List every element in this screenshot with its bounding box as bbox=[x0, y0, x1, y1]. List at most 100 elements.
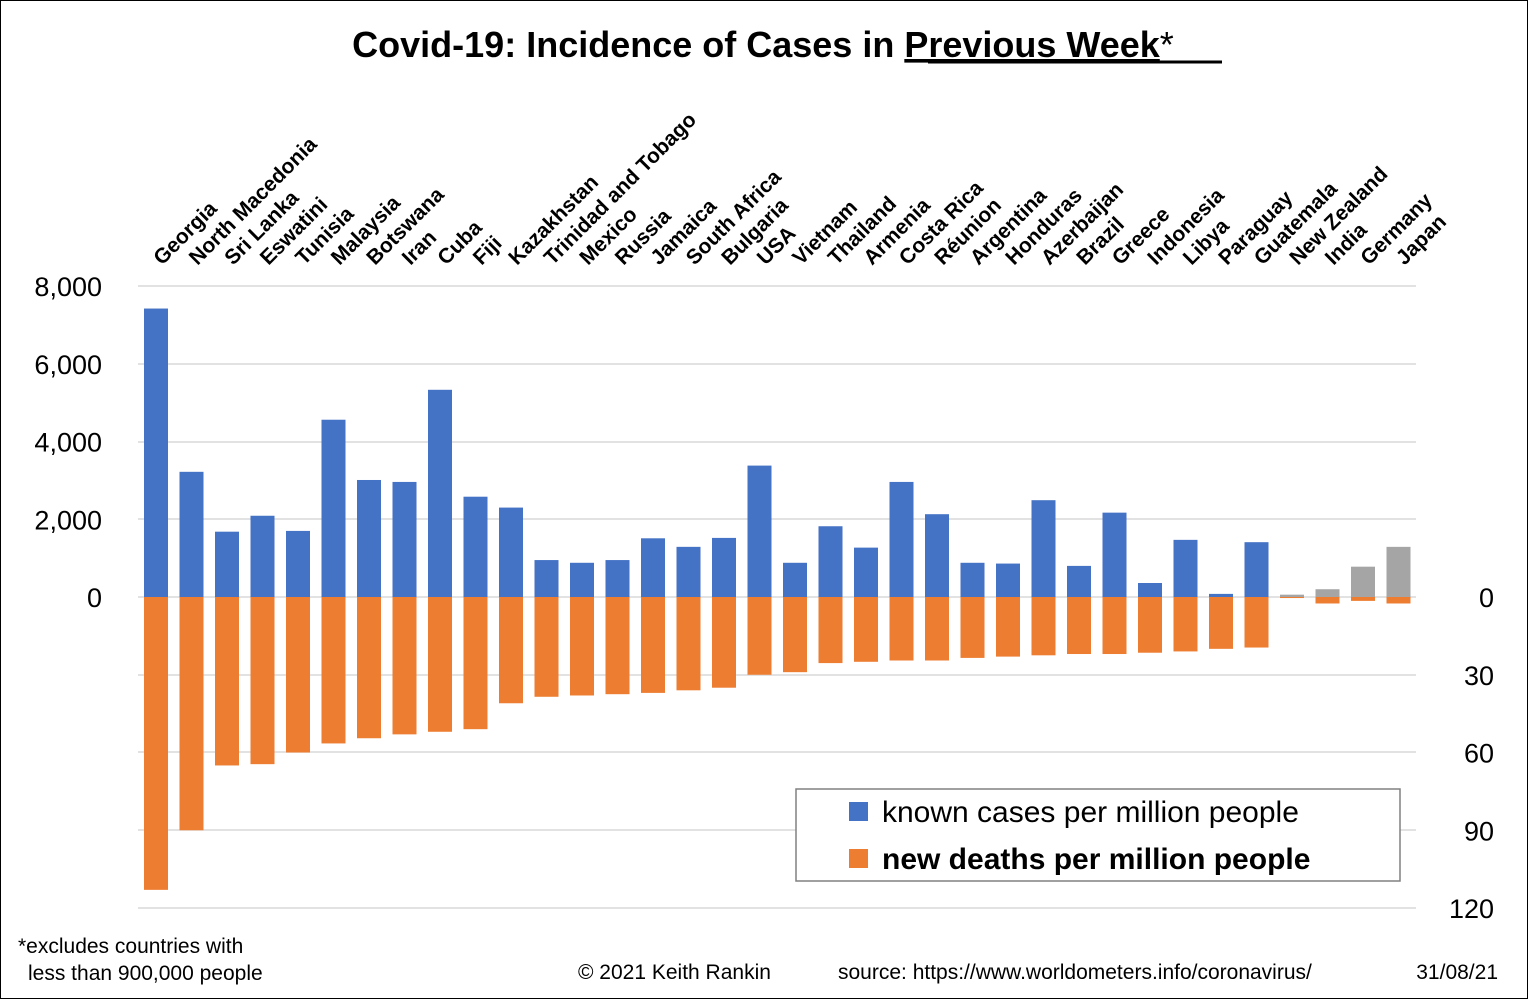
right-axis-ticks: 0 30 60 90 120 bbox=[1449, 583, 1494, 924]
cases-bar bbox=[605, 560, 630, 597]
copyright-text: © 2021 Keith Rankin bbox=[578, 961, 771, 984]
cases-bar bbox=[641, 538, 665, 597]
legend-swatch-cases bbox=[849, 802, 868, 821]
cases-bar bbox=[854, 547, 878, 597]
cases-bar bbox=[321, 419, 346, 597]
cases-bar bbox=[1386, 546, 1411, 597]
deaths-bar bbox=[854, 597, 878, 662]
cases-bar bbox=[1138, 583, 1162, 597]
cases-bar bbox=[960, 562, 985, 597]
cases-bar bbox=[996, 563, 1020, 597]
cases-bar bbox=[747, 465, 772, 597]
deaths-bar bbox=[179, 597, 204, 831]
cases-bar bbox=[889, 481, 914, 597]
cases-bar bbox=[1315, 589, 1340, 597]
deaths-bar bbox=[1102, 597, 1127, 655]
deaths-bar bbox=[605, 597, 630, 695]
deaths-bar bbox=[747, 597, 772, 675]
deaths-bar bbox=[1351, 597, 1375, 601]
cases-bar bbox=[783, 562, 807, 597]
cases-bar bbox=[1280, 594, 1304, 597]
cases-bar bbox=[1173, 539, 1198, 597]
cases-bar bbox=[357, 479, 381, 597]
deaths-bar bbox=[286, 597, 310, 753]
legend-box bbox=[795, 788, 1401, 882]
cases-bar bbox=[925, 514, 949, 597]
cases-bar bbox=[428, 389, 452, 597]
deaths-bar bbox=[144, 597, 168, 890]
deaths-bar bbox=[641, 597, 665, 693]
cases-bar bbox=[499, 507, 523, 597]
cases-bar bbox=[1031, 500, 1056, 597]
right-tick-label: 30 bbox=[1464, 661, 1494, 691]
deaths-bar bbox=[463, 597, 488, 730]
date-text: 31/08/21 bbox=[1416, 961, 1498, 984]
left-tick-label: 2,000 bbox=[34, 505, 102, 535]
deaths-bars bbox=[144, 597, 1411, 890]
deaths-bar bbox=[1138, 597, 1162, 653]
deaths-bar bbox=[357, 597, 381, 739]
deaths-bar bbox=[1209, 597, 1233, 649]
cases-bar bbox=[1067, 565, 1091, 597]
legend-label-deaths: new deaths per million people bbox=[882, 843, 1310, 876]
cases-bar bbox=[286, 530, 310, 597]
cases-bar bbox=[818, 526, 843, 597]
deaths-bar bbox=[712, 597, 736, 688]
deaths-bar bbox=[1067, 597, 1091, 655]
deaths-bar bbox=[676, 597, 701, 691]
right-tick-label: 120 bbox=[1449, 894, 1494, 924]
left-tick-label: 8,000 bbox=[34, 272, 102, 302]
cases-bar bbox=[570, 562, 594, 597]
chart-title-prefix: Covid-19: Incidence of Cases in bbox=[352, 24, 904, 65]
deaths-bar bbox=[1173, 597, 1198, 652]
cases-bar bbox=[534, 560, 559, 597]
deaths-bar bbox=[1386, 597, 1411, 604]
chart-title-emphasis: Previous Week bbox=[904, 24, 1160, 65]
cases-bar bbox=[392, 481, 417, 597]
footnote-line-1: *excludes countries with bbox=[18, 935, 243, 958]
cases-bar bbox=[179, 471, 204, 597]
cases-bar bbox=[1209, 593, 1233, 597]
cases-bars bbox=[144, 308, 1411, 597]
right-tick-label: 90 bbox=[1464, 816, 1494, 846]
deaths-bar bbox=[250, 597, 275, 765]
left-tick-label: 6,000 bbox=[34, 350, 102, 380]
cases-bar bbox=[250, 515, 275, 597]
left-axis-ticks: 8,000 6,000 4,000 2,000 0 bbox=[34, 272, 102, 613]
right-tick-label: 0 bbox=[1479, 583, 1494, 613]
cases-bar bbox=[1351, 566, 1375, 597]
deaths-bar bbox=[1280, 597, 1304, 599]
deaths-bar bbox=[570, 597, 594, 696]
right-tick-label: 60 bbox=[1464, 739, 1494, 769]
deaths-bar bbox=[321, 597, 346, 744]
deaths-bar bbox=[392, 597, 417, 735]
deaths-bar bbox=[428, 597, 452, 732]
deaths-bar bbox=[925, 597, 949, 661]
chart-title: Covid-19: Incidence of Cases in Previous… bbox=[352, 24, 1174, 65]
cases-bar bbox=[676, 546, 701, 597]
deaths-bar bbox=[1031, 597, 1056, 656]
cases-bar bbox=[463, 496, 488, 597]
deaths-bar bbox=[996, 597, 1020, 657]
deaths-bar bbox=[499, 597, 523, 704]
cases-bar bbox=[712, 537, 736, 597]
deaths-bar bbox=[783, 597, 807, 673]
cases-bar bbox=[1244, 542, 1269, 597]
deaths-bar bbox=[818, 597, 843, 664]
legend: known cases per million people new death… bbox=[795, 788, 1401, 882]
footnote-line-2: less than 900,000 people bbox=[28, 962, 263, 985]
deaths-bar bbox=[215, 597, 239, 766]
cases-bar bbox=[144, 308, 168, 597]
source-text: source: https://www.worldometers.info/co… bbox=[838, 961, 1312, 984]
chart-title-suffix: * bbox=[1160, 24, 1174, 65]
cases-bar bbox=[215, 531, 239, 597]
deaths-bar bbox=[889, 597, 914, 661]
left-tick-label: 4,000 bbox=[34, 428, 102, 458]
legend-label-cases: known cases per million people bbox=[882, 796, 1299, 829]
legend-swatch-deaths bbox=[849, 849, 868, 868]
deaths-bar bbox=[1244, 597, 1269, 648]
left-tick-label: 0 bbox=[87, 583, 102, 613]
cases-bar bbox=[1102, 512, 1127, 597]
